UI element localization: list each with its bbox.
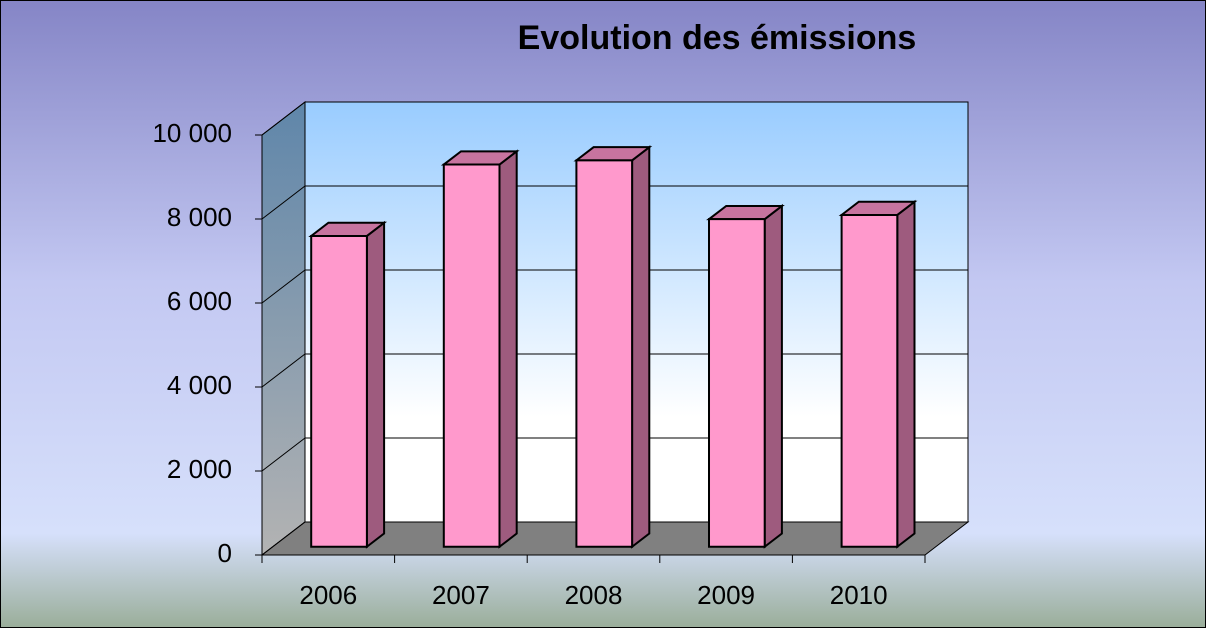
bar-side [896,199,916,549]
y-tick-label: 2 000 [167,454,232,484]
x-tick-label: 2010 [830,580,888,610]
y-tick-label: 4 000 [167,370,232,400]
bar-side [631,145,651,549]
bar [575,159,634,548]
x-tick-label: 2006 [299,580,357,610]
x-tick-label: 2007 [432,580,490,610]
bar-side [498,149,518,549]
side-wall [261,100,306,557]
plot-area: 0 2 000 4 000 6 000 8 000 10 000 2006 2007 2008 2… [152,100,970,610]
y-tick-label: 10 000 [152,118,232,148]
grid-line [261,101,968,136]
chart-title: Evolution des émissions [518,19,917,57]
x-tick-label: 2009 [697,580,755,610]
grid-line [261,185,968,220]
bar [708,218,766,548]
x-tick-label: 2008 [565,580,623,610]
y-tick-label: 0 [218,538,232,568]
bar [442,163,501,548]
bar-side [365,220,386,549]
bar [840,213,899,548]
y-tick-label: 8 000 [167,202,232,232]
bar [310,234,368,548]
bar-side [763,203,783,549]
y-tick-label: 6 000 [167,286,232,316]
